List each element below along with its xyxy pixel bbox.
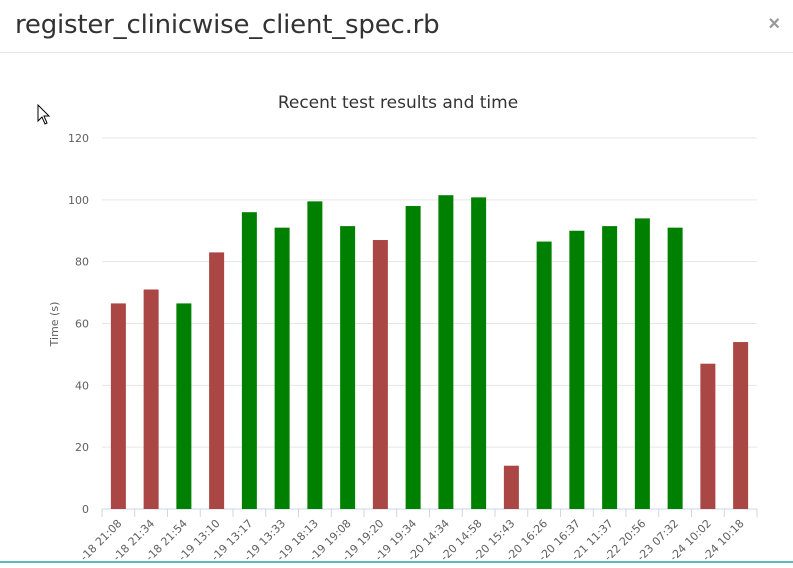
bar-fail[interactable] bbox=[143, 289, 159, 509]
bar-pass[interactable] bbox=[405, 206, 421, 509]
bar-pass[interactable] bbox=[602, 226, 618, 510]
bar-fail[interactable] bbox=[733, 342, 749, 509]
bar-pass[interactable] bbox=[569, 230, 585, 509]
bar-pass[interactable] bbox=[471, 197, 487, 510]
chart-title: Recent test results and time bbox=[278, 93, 518, 113]
y-tick-label: 120 bbox=[68, 132, 89, 145]
modal-bottom-border bbox=[0, 561, 793, 563]
modal-title: register_clinicwise_client_spec.rb bbox=[15, 10, 440, 40]
bar-pass[interactable] bbox=[274, 227, 290, 510]
bar-fail[interactable] bbox=[503, 465, 519, 509]
bar-pass[interactable] bbox=[634, 218, 650, 509]
y-axis-label: Time (s) bbox=[48, 302, 61, 348]
y-tick-label: 20 bbox=[75, 441, 89, 454]
bar-pass[interactable] bbox=[438, 195, 454, 509]
mouse-pointer-icon bbox=[37, 104, 51, 125]
bar-fail[interactable] bbox=[372, 240, 388, 509]
y-tick-label: 100 bbox=[68, 194, 89, 207]
bars bbox=[110, 195, 749, 510]
close-button[interactable]: × bbox=[768, 13, 780, 35]
bar-pass[interactable] bbox=[241, 212, 257, 509]
x-axis-ticks: …-18 21:08…-18 21:34…-18 21:54…-19 13:10… bbox=[70, 509, 758, 568]
bar-pass[interactable] bbox=[340, 226, 356, 510]
bar-pass[interactable] bbox=[176, 303, 192, 509]
y-axis-ticks: 0 20 40 60 80 100 120 bbox=[68, 132, 89, 516]
bar-fail[interactable] bbox=[700, 363, 716, 509]
bar-fail[interactable] bbox=[209, 252, 225, 509]
grid-lines bbox=[102, 137, 757, 510]
y-tick-label: 60 bbox=[75, 318, 89, 331]
y-tick-label: 0 bbox=[82, 503, 89, 516]
bar-chart: Recent test results and time 0 20 40 60 80 10… bbox=[48, 93, 758, 568]
bar-pass[interactable] bbox=[536, 241, 552, 509]
modal-header: register_clinicwise_client_spec.rb × bbox=[0, 0, 793, 53]
y-tick-label: 80 bbox=[75, 256, 89, 269]
bar-pass[interactable] bbox=[307, 201, 323, 510]
chart-container: Recent test results and time 0 20 40 60 80 10… bbox=[0, 54, 793, 568]
bar-pass[interactable] bbox=[667, 227, 683, 510]
y-tick-label: 40 bbox=[75, 379, 89, 392]
bar-fail[interactable] bbox=[110, 303, 126, 509]
